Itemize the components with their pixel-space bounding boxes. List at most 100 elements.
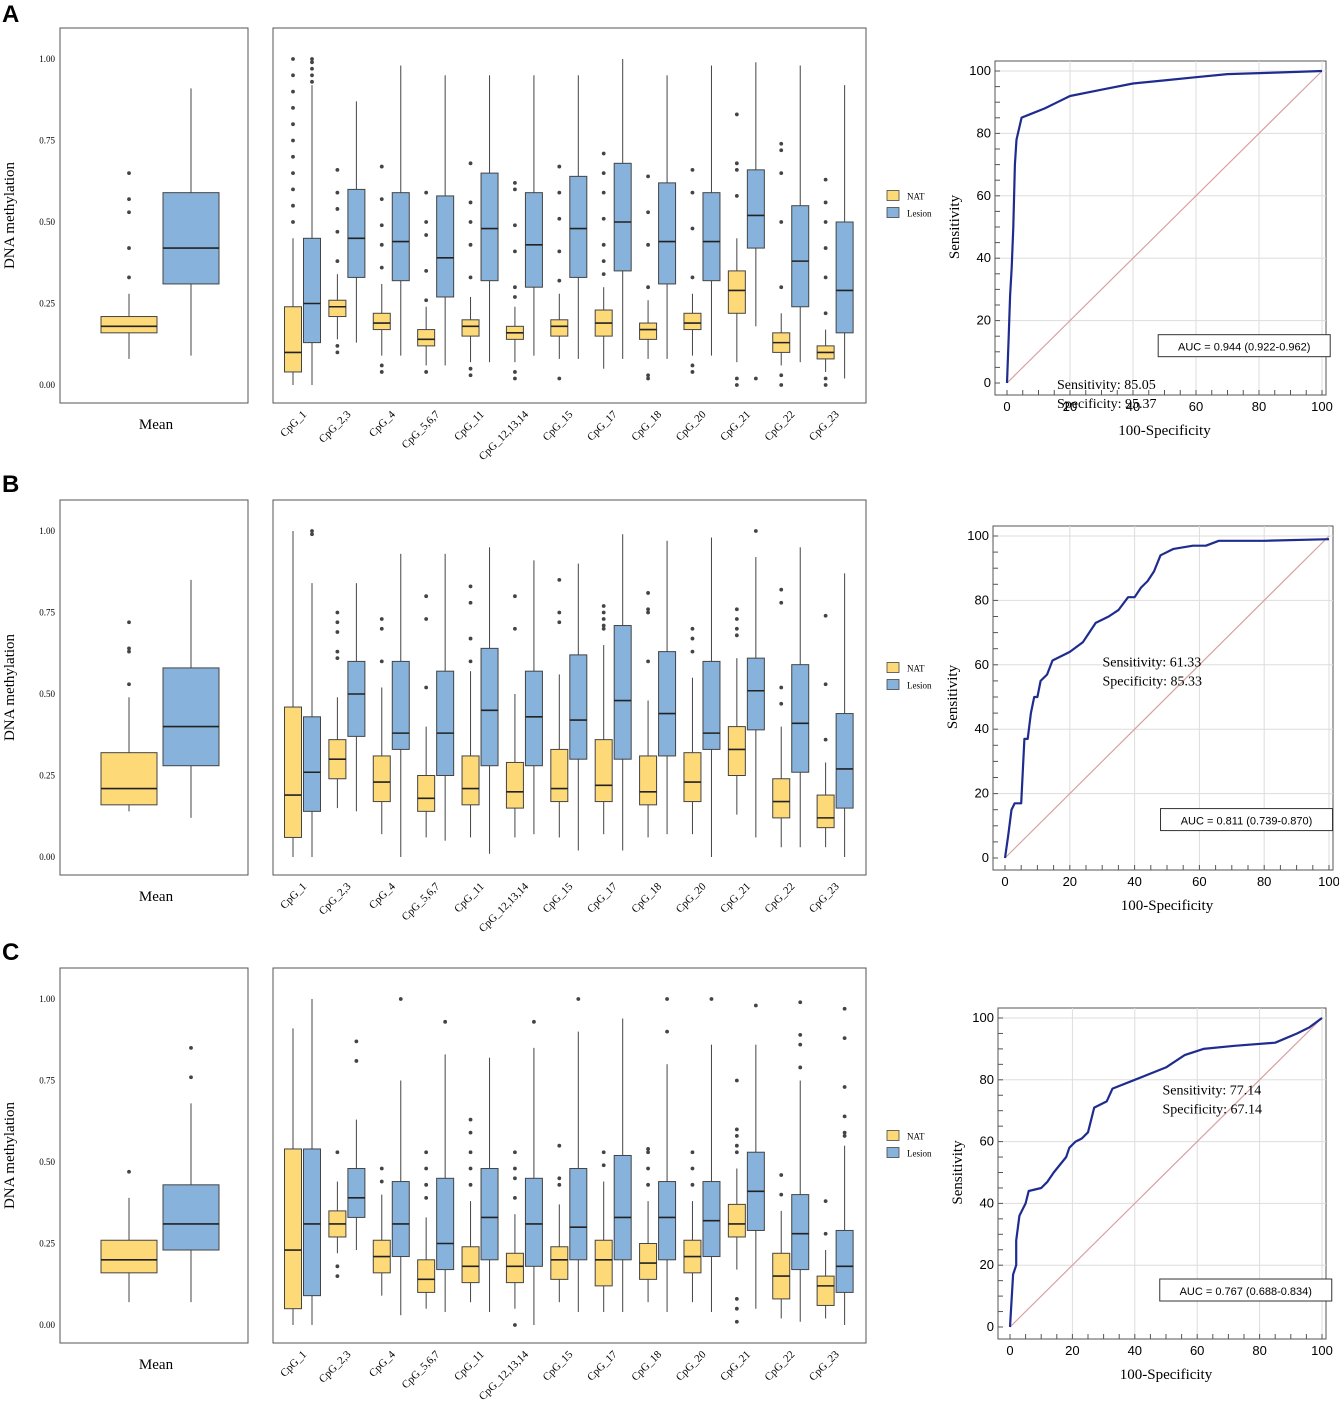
outlier-point xyxy=(189,1046,193,1050)
cpg-box-nat xyxy=(417,190,436,374)
iqr-box xyxy=(658,182,677,285)
cpg-box-nat xyxy=(505,1150,524,1327)
outlier-point xyxy=(646,1182,650,1187)
outlier-point xyxy=(823,737,828,742)
y-tick-label: 0.00 xyxy=(39,1320,55,1330)
cpg-box-nat xyxy=(550,578,569,838)
cpg-box-nat xyxy=(328,1150,347,1278)
cpg-box-lesion xyxy=(702,997,721,1312)
cpg-box-lesion xyxy=(524,1019,543,1325)
outlier-point xyxy=(127,649,131,654)
legend-label-nat: NAT xyxy=(907,664,925,674)
outlier-point xyxy=(779,685,784,690)
cpg-box-lesion xyxy=(569,997,588,1312)
iqr-box xyxy=(100,1239,158,1274)
iqr-box xyxy=(550,748,569,803)
cpg-box-lesion xyxy=(480,1057,499,1312)
legend-swatch-nat xyxy=(886,190,900,201)
outlier-point xyxy=(842,1134,847,1138)
outlier-point xyxy=(291,138,295,143)
outlier-point xyxy=(823,311,828,316)
x-tick-label: CpG_20 xyxy=(674,1348,709,1383)
outlier-point xyxy=(127,246,131,250)
iqr-box xyxy=(436,195,455,298)
outlier-point xyxy=(646,210,650,215)
outlier-point xyxy=(513,1323,517,1327)
legend-swatch-lesion xyxy=(886,679,900,690)
outlier-point xyxy=(734,112,739,117)
cpg-box-lesion xyxy=(658,75,677,359)
outlier-point xyxy=(291,171,295,176)
iqr-box xyxy=(391,192,410,282)
outlier-point xyxy=(424,594,429,599)
outlier-point xyxy=(601,216,606,221)
x-tick-label: CpG_22 xyxy=(763,881,798,916)
outlier-point xyxy=(291,89,295,94)
outlier-point xyxy=(468,1182,473,1187)
roc-y-tick-label: 100 xyxy=(969,63,991,78)
iqr-box xyxy=(461,319,480,337)
cpg-box-nat xyxy=(594,151,613,369)
iqr-box xyxy=(639,322,658,340)
mean-box-lesion xyxy=(162,579,220,818)
x-tick-label: CpG_5,6,7 xyxy=(400,880,443,923)
iqr-box xyxy=(328,299,347,318)
outlier-point xyxy=(335,167,340,172)
iqr-box xyxy=(639,1243,658,1280)
panel-b-boxplots: B 0.00 0.25 0.50 0.75 1.00 DNA methylation Mean… xyxy=(2,471,932,935)
outlier-point xyxy=(468,1150,473,1155)
cpg-box-nat xyxy=(372,617,391,835)
legend-swatch-lesion xyxy=(886,207,900,218)
y-tick-label: 0.00 xyxy=(39,852,55,862)
x-tick-label: CpG_23 xyxy=(807,1348,842,1383)
outlier-point xyxy=(779,373,784,378)
outlier-point xyxy=(842,1006,847,1011)
panel-b-roc: 00 20 20 40 40 60 60 80 80 100 100 100-Specificity S… xyxy=(945,525,1339,914)
outlier-point xyxy=(646,1147,650,1151)
mean-box-nat xyxy=(100,620,158,812)
roc-y-tick-label: 0 xyxy=(982,850,989,865)
outlier-point xyxy=(379,164,384,169)
roc-x-tick-label: 0 xyxy=(1001,874,1008,889)
outlier-point xyxy=(557,249,562,254)
outlier-point xyxy=(557,1176,562,1181)
roc-y-tick-label: 80 xyxy=(980,1072,994,1087)
roc-y-tick-label: 60 xyxy=(977,188,991,203)
x-tick-label: CpG_17 xyxy=(585,1348,620,1383)
outlier-point xyxy=(798,1042,803,1047)
outlier-point xyxy=(127,646,131,651)
cpg-box-lesion xyxy=(347,1039,366,1251)
x-tick-label: CpG_18 xyxy=(629,408,664,443)
x-tick-label: CpG_11 xyxy=(452,409,487,444)
y-tick-label: 1.00 xyxy=(39,54,55,64)
y-tick-label: 0.75 xyxy=(39,136,55,146)
outlier-point xyxy=(734,1297,739,1301)
outlier-point xyxy=(779,383,784,387)
outlier-point xyxy=(513,249,517,254)
y-tick-label: 0.25 xyxy=(39,299,55,309)
legend-swatch-nat xyxy=(886,662,900,673)
iqr-box xyxy=(461,755,480,806)
outlier-point xyxy=(734,1319,739,1324)
iqr-box xyxy=(100,752,158,806)
x-tick-label: CpG_1 xyxy=(278,409,309,440)
cpg-box-nat xyxy=(550,1143,569,1303)
outlier-point xyxy=(127,197,131,202)
cpg-box-lesion xyxy=(702,65,721,356)
outlier-point xyxy=(690,1166,695,1171)
outlier-point xyxy=(601,604,606,608)
outlier-point xyxy=(513,370,517,374)
x-tick-label: CpG_4 xyxy=(367,880,398,911)
outlier-point xyxy=(779,141,784,146)
x-tick-label: CpG_21 xyxy=(718,409,753,444)
outlier-point xyxy=(379,223,384,228)
outlier-point xyxy=(513,594,517,599)
roc-reference-diagonal xyxy=(1009,1017,1323,1328)
outlier-point xyxy=(734,1150,739,1155)
iqr-box xyxy=(791,205,810,308)
outlier-point xyxy=(513,626,517,631)
outlier-point xyxy=(646,591,650,595)
iqr-box xyxy=(505,761,524,809)
outlier-point xyxy=(576,997,581,1001)
outlier-point xyxy=(443,1019,448,1024)
